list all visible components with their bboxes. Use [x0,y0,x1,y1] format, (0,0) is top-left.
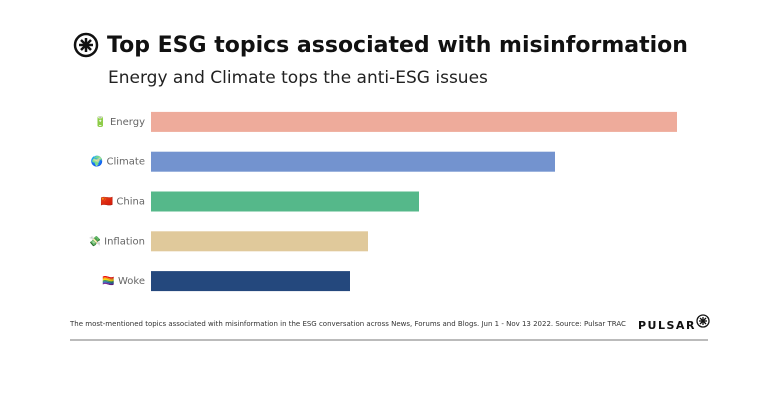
y-tick-label: 🌍 Climate [91,155,145,168]
chart-title: Top ESG topics associated with misinform… [107,33,688,58]
title-icon [73,32,99,58]
y-tick-label: 🔋 Energy [94,115,145,128]
bar [151,151,555,172]
bar [151,191,419,212]
y-tick-label: 🇨🇳 China [101,196,145,208]
brand: PULSAR [638,319,696,332]
bar [151,111,677,132]
brand-icon [696,314,710,328]
chart-subtitle: Energy and Climate tops the anti-ESG iss… [108,68,488,88]
bar [151,231,368,252]
y-tick-label: 💸 Inflation [89,235,146,247]
bar [151,271,350,292]
y-tick-label: 🏳️‍🌈 Woke [102,275,145,287]
footnote: The most-mentioned topics associated wit… [69,320,626,328]
